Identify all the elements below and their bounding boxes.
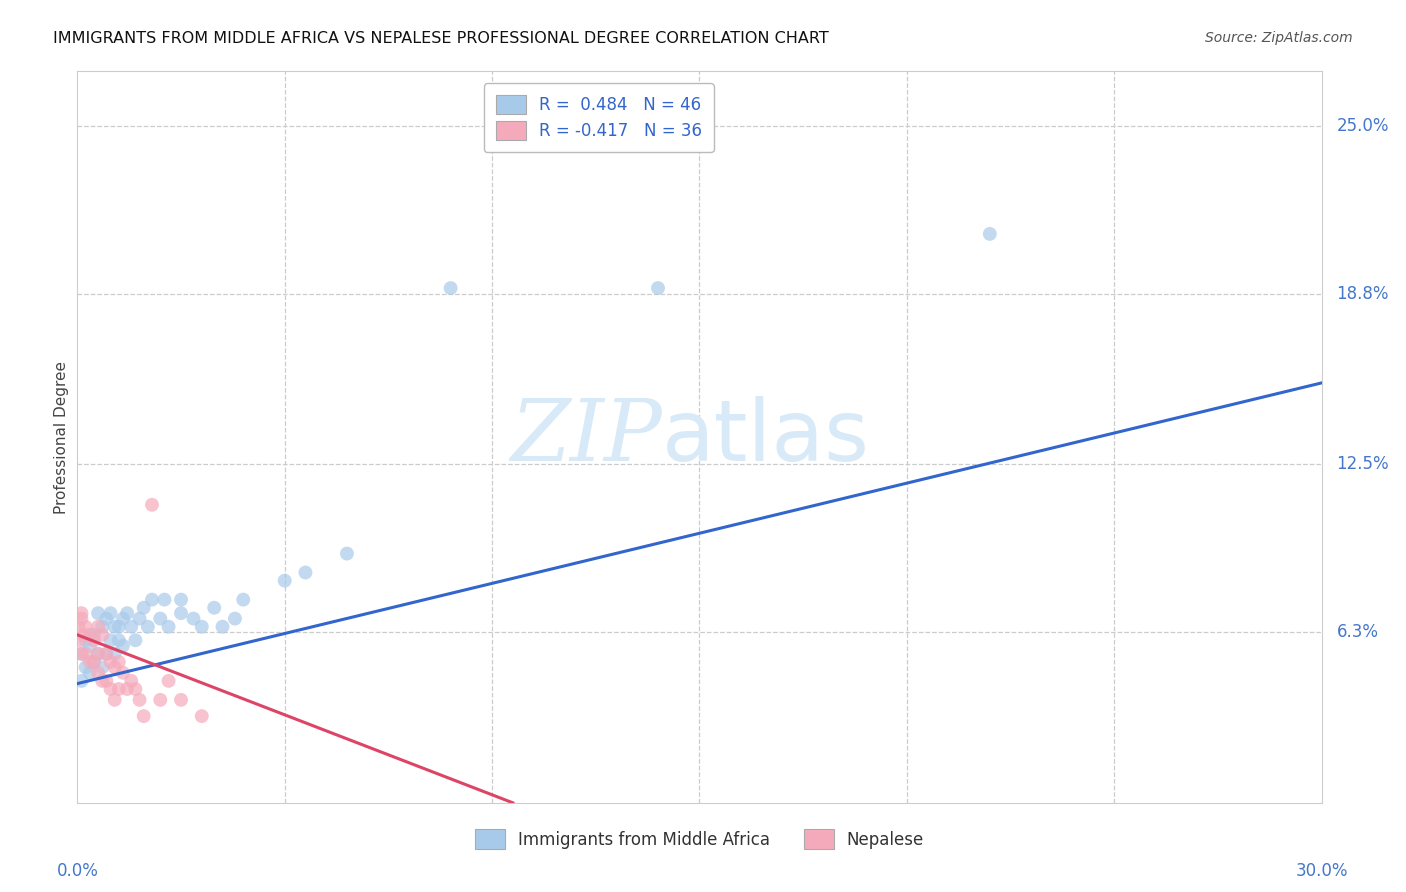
Point (111, 665, 134, 680)
Point (124, 633, 146, 648)
Point (67, 633, 90, 648)
Point (141, 498, 163, 512)
Point (91, 660, 114, 674)
Point (75, 633, 97, 648)
Point (75, 647, 97, 661)
Point (141, 592, 163, 607)
Point (70, 647, 93, 661)
Point (190, 709, 214, 723)
Point (96, 647, 118, 661)
Point (75, 660, 97, 674)
Text: 18.8%: 18.8% (1337, 285, 1389, 302)
Text: Source: ZipAtlas.com: Source: ZipAtlas.com (1205, 31, 1353, 45)
Point (107, 633, 129, 648)
Point (979, 227, 1001, 241)
Point (132, 709, 155, 723)
Point (170, 606, 193, 620)
Point (72, 628, 94, 642)
Point (157, 620, 180, 634)
Point (75, 620, 97, 634)
Point (100, 655, 122, 669)
Point (149, 693, 172, 707)
Point (202, 600, 225, 615)
Point (294, 566, 316, 580)
Point (111, 639, 134, 653)
Point (91, 620, 114, 634)
Point (104, 647, 127, 661)
Point (170, 592, 193, 607)
Point (124, 681, 146, 696)
Point (439, 281, 461, 295)
Point (153, 592, 176, 607)
Point (79, 665, 101, 680)
Point (136, 620, 159, 634)
Point (107, 681, 129, 696)
Point (100, 681, 122, 696)
Point (128, 611, 150, 625)
Point (87, 647, 110, 661)
Point (83, 655, 105, 669)
Point (157, 673, 180, 688)
Point (115, 606, 138, 620)
Point (70, 611, 93, 625)
Point (183, 611, 205, 625)
Legend: Immigrants from Middle Africa, Nepalese: Immigrants from Middle Africa, Nepalese (463, 818, 936, 860)
Point (211, 620, 233, 634)
Point (87, 620, 110, 634)
Point (96, 647, 118, 661)
Point (232, 592, 254, 607)
Point (190, 620, 214, 634)
Point (104, 620, 127, 634)
Point (111, 611, 134, 625)
Point (336, 547, 359, 561)
Point (83, 655, 105, 669)
Point (79, 639, 101, 653)
Point (70, 606, 93, 620)
Text: ZIP: ZIP (510, 396, 662, 478)
Point (87, 606, 110, 620)
Point (647, 281, 669, 295)
Text: 30.0%: 30.0% (1295, 863, 1348, 880)
Text: 0.0%: 0.0% (56, 863, 98, 880)
Point (149, 611, 172, 625)
Point (115, 681, 138, 696)
Point (70, 673, 93, 688)
Point (273, 574, 295, 588)
Point (96, 611, 118, 625)
Point (170, 693, 193, 707)
Point (128, 693, 150, 707)
Point (83, 633, 105, 648)
Y-axis label: Professional Degree: Professional Degree (53, 360, 69, 514)
Point (87, 665, 110, 680)
Point (224, 611, 246, 625)
Text: 12.5%: 12.5% (1337, 455, 1389, 473)
Text: 25.0%: 25.0% (1337, 117, 1389, 135)
Point (79, 655, 101, 669)
Point (91, 628, 114, 642)
Point (120, 620, 142, 634)
Text: 6.3%: 6.3% (1337, 624, 1378, 641)
Point (96, 673, 118, 688)
Point (104, 660, 127, 674)
Point (67, 620, 90, 634)
Point (83, 628, 105, 642)
Point (87, 647, 110, 661)
Point (104, 693, 127, 707)
Point (100, 633, 122, 648)
Text: IMMIGRANTS FROM MIDDLE AFRICA VS NEPALESE PROFESSIONAL DEGREE CORRELATION CHART: IMMIGRANTS FROM MIDDLE AFRICA VS NEPALES… (53, 31, 830, 46)
Point (120, 673, 142, 688)
Point (132, 600, 155, 615)
Point (91, 673, 114, 688)
Point (107, 620, 129, 634)
Point (100, 606, 122, 620)
Point (79, 628, 101, 642)
Point (70, 647, 93, 661)
Text: atlas: atlas (662, 395, 870, 479)
Point (107, 655, 129, 669)
